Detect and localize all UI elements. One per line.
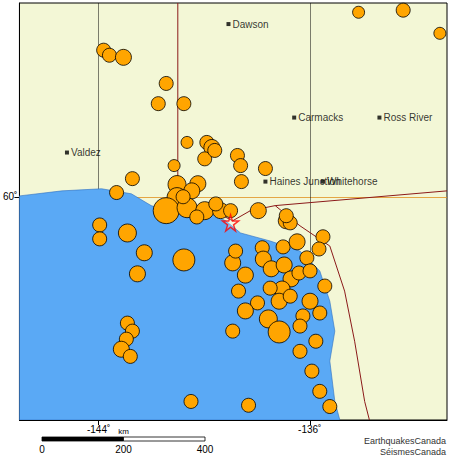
svg-text:EarthquakesCanada: EarthquakesCanada [364,436,446,446]
svg-text:Valdez: Valdez [71,147,101,158]
svg-text:Ross River: Ross River [383,112,433,123]
svg-text:-144˚: -144˚ [87,424,110,435]
svg-text:Dawson: Dawson [232,19,268,30]
svg-text:200: 200 [115,444,132,455]
svg-text:60˚: 60˚ [3,191,17,202]
svg-text:-136˚: -136˚ [298,424,321,435]
svg-text:Carmacks: Carmacks [298,112,343,123]
svg-text:Haines Junction: Haines Junction [269,176,341,188]
svg-text:400: 400 [197,444,214,455]
svg-text:Whitehorse: Whitehorse [327,176,378,187]
svg-text:0: 0 [39,444,45,455]
svg-text:km: km [118,427,129,436]
svg-text:SéismesCanada: SéismesCanada [380,447,446,457]
